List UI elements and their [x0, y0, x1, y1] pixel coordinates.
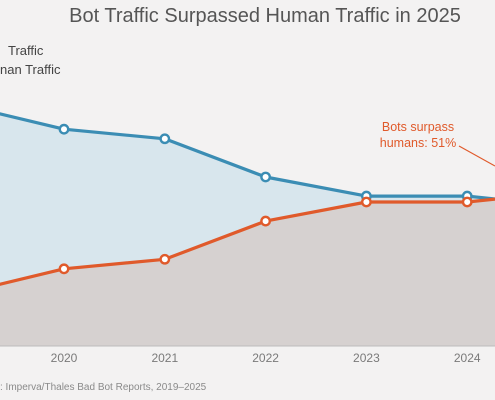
x-tick-2021: 2021 — [151, 351, 178, 365]
plot-area — [0, 112, 495, 347]
x-tick-2020: 2020 — [51, 351, 78, 365]
annotation-line-2: humans: 51% — [380, 136, 456, 150]
bot-point-2023 — [360, 196, 372, 208]
annotation-line-1: Bots surpass — [382, 120, 454, 134]
human-point-2020 — [58, 123, 70, 135]
x-tick-2023: 2023 — [353, 351, 380, 365]
bot-point-2022 — [260, 215, 271, 227]
bot-point-2021 — [159, 253, 171, 265]
human-traffic-area — [0, 113, 495, 285]
x-tick-2024: 2024 — [454, 351, 481, 365]
legend-bot-label: Traffic — [8, 43, 44, 58]
bot-point-2024 — [461, 196, 473, 208]
source-note: : Imperva/Thales Bad Bot Reports, 2019–2… — [0, 382, 207, 393]
x-axis: 2020 2021 2022 2023 2024 — [51, 351, 481, 365]
x-tick-2022: 2022 — [252, 351, 279, 365]
chart-title: Bot Traffic Surpassed Human Traffic in 2… — [69, 5, 461, 27]
bot-point-2020 — [58, 263, 70, 275]
human-point-2022 — [260, 171, 271, 183]
legend-human-label: nan Traffic — [0, 62, 61, 77]
bot-traffic-area — [0, 199, 495, 346]
human-point-2021 — [159, 133, 171, 145]
annotation-arrow — [458, 145, 495, 167]
